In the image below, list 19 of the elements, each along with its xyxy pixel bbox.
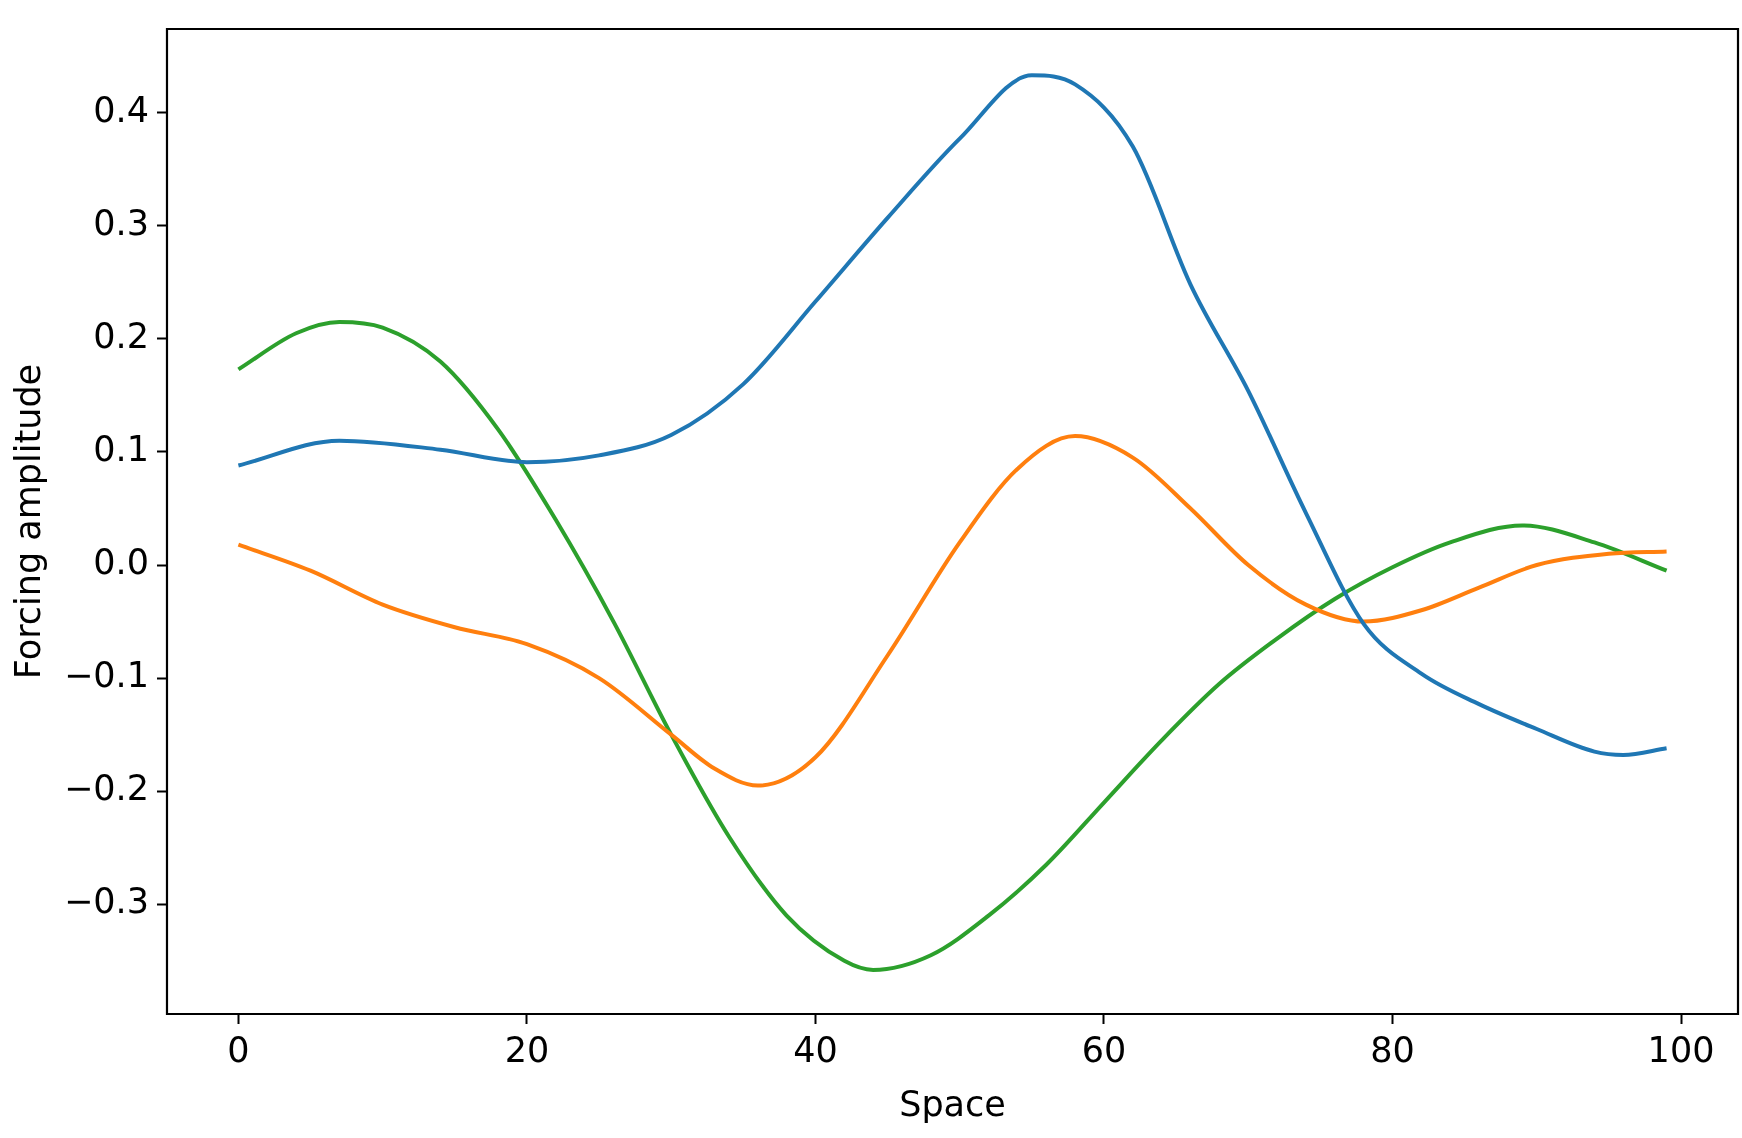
y-tick-label: −0.1 [63,655,149,696]
x-tick-label: 100 [1647,1030,1715,1071]
y-tick-label: 0.3 [93,202,149,243]
x-tick-label: 20 [504,1030,550,1071]
x-tick-label: 0 [227,1030,250,1071]
x-tick-label: 60 [1081,1030,1127,1071]
y-tick-label: 0.2 [93,315,149,356]
y-tick-label: 0.4 [93,89,149,130]
y-axis-title: Forcing amplitude [8,363,49,680]
line-series [236,319,1669,972]
y-tick-label: −0.3 [63,881,149,922]
line-series [236,73,1669,758]
line-series [236,434,1669,788]
x-axis-title: Space [899,1084,1006,1125]
y-tick-label: −0.2 [63,768,149,809]
x-tick-label: 80 [1370,1030,1415,1071]
y-tick-label: 0.0 [93,542,149,583]
y-tick-label: 0.1 [93,429,149,470]
x-tick-label: 40 [793,1030,838,1071]
